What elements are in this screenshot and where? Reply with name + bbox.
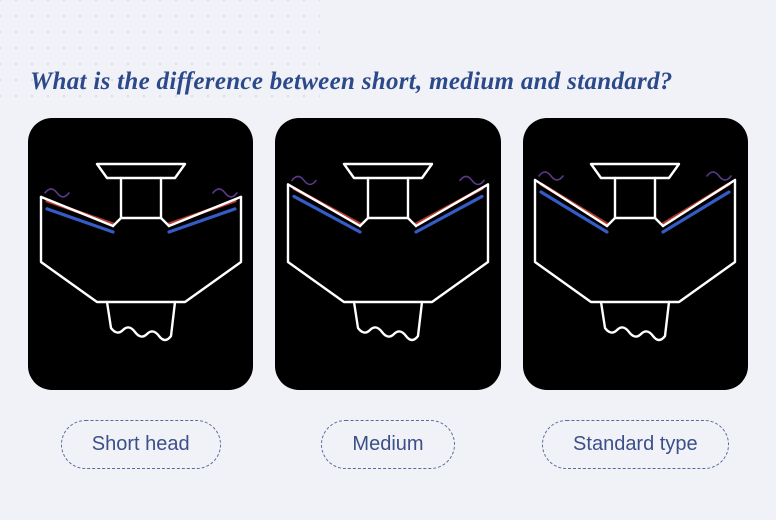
label-standard: Standard type — [542, 420, 729, 469]
card-standard — [523, 118, 748, 390]
crusher-diagram — [525, 134, 745, 374]
label-wrap: Standard type — [523, 420, 748, 469]
label-medium: Medium — [321, 420, 454, 469]
crusher-diagram — [278, 134, 498, 374]
page-title: What is the difference between short, me… — [30, 68, 746, 96]
card-row — [28, 118, 748, 390]
label-wrap: Medium — [275, 420, 500, 469]
label-row: Short head Medium Standard type — [28, 420, 748, 469]
card-short — [28, 118, 253, 390]
card-medium — [275, 118, 500, 390]
label-wrap: Short head — [28, 420, 253, 469]
label-short: Short head — [61, 420, 221, 469]
crusher-diagram — [31, 134, 251, 374]
